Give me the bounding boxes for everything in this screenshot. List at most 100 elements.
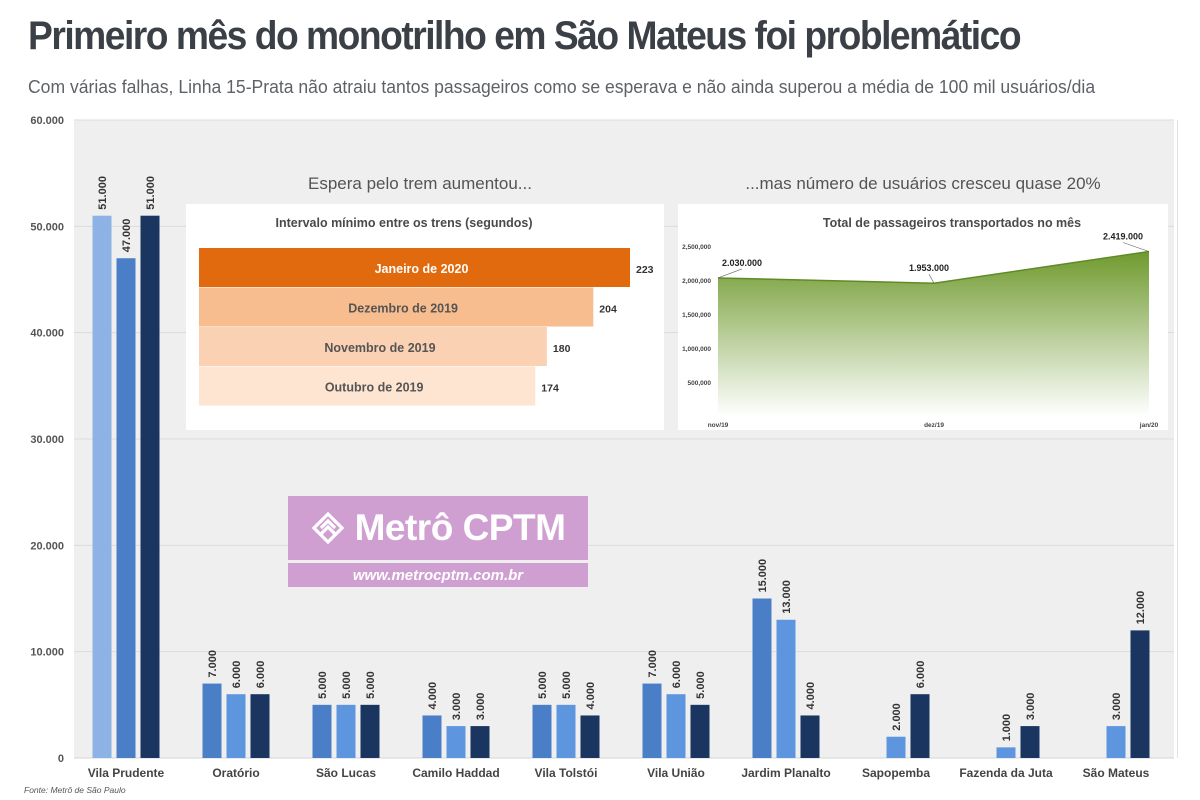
bar-value-label: 5.000	[317, 671, 329, 699]
bar	[690, 704, 710, 758]
passengers-inset: Total de passageiros transportados no mê…	[678, 204, 1168, 430]
bar	[202, 683, 222, 758]
interval-bar-label: Novembro de 2019	[324, 341, 435, 355]
passengers-area-chart: Total de passageiros transportados no mê…	[682, 216, 1159, 429]
bar	[1130, 630, 1150, 758]
passengers-point-label: 1.953.000	[909, 263, 949, 273]
bar	[752, 598, 772, 758]
x-category-label: Oratório	[212, 766, 259, 780]
bar	[800, 715, 820, 758]
passengers-y-tick: 2,000,000	[682, 278, 711, 285]
passengers-point-label: 2.419.000	[1103, 232, 1143, 242]
passengers-x-tick: nov/19	[708, 422, 729, 429]
bar-value-label: 13.000	[781, 580, 793, 614]
bar	[140, 215, 160, 758]
bar	[116, 258, 136, 758]
interval-bar-label: Dezembro de 2019	[348, 302, 458, 316]
passengers-area	[718, 251, 1149, 416]
passengers-leader-line	[717, 268, 743, 279]
interval-bar-value: 180	[553, 343, 571, 355]
x-category-label: Camilo Haddad	[412, 766, 499, 780]
y-tick-label: 60.000	[30, 115, 64, 127]
passengers-point-label: 2.030.000	[722, 258, 762, 268]
bar	[996, 747, 1016, 758]
bar-value-label: 51.000	[145, 176, 157, 210]
passengers-inset-heading: ...mas número de usuários cresceu quase …	[745, 174, 1101, 193]
bar-value-label: 4.000	[585, 682, 597, 710]
bar-value-label: 4.000	[427, 682, 439, 710]
bar	[1020, 726, 1040, 758]
bar-value-label: 7.000	[647, 650, 659, 678]
interval-bar	[199, 366, 536, 406]
bar	[580, 715, 600, 758]
bar-value-label: 4.000	[805, 682, 817, 710]
interval-bar-chart: Intervalo mínimo entre os trens (segundo…	[199, 216, 654, 406]
bar	[250, 694, 270, 758]
bar	[556, 704, 576, 758]
bar-value-label: 6.000	[231, 661, 243, 689]
bar-value-label: 5.000	[561, 671, 573, 699]
bar-value-label: 7.000	[207, 650, 219, 678]
bar-value-label: 3.000	[451, 693, 463, 721]
bar-value-label: 47.000	[121, 219, 133, 253]
interval-inset: Intervalo mínimo entre os trens (segundo…	[186, 204, 664, 430]
bar	[336, 704, 356, 758]
bar-value-label: 3.000	[475, 693, 487, 721]
bar	[226, 694, 246, 758]
passengers-line	[717, 250, 1150, 284]
bar-value-label: 5.000	[341, 671, 353, 699]
bar	[532, 704, 552, 758]
y-tick-label: 0	[58, 753, 64, 765]
bar-value-label: 1.000	[1001, 714, 1013, 742]
interval-bar-label: Outubro de 2019	[325, 381, 424, 395]
x-category-label: Vila Prudente	[88, 766, 165, 780]
interval-bar	[199, 248, 630, 287]
watermark-logo: Metrô CPTM	[288, 496, 588, 560]
x-category-label: Vila Tolstói	[535, 766, 598, 780]
bar	[776, 619, 796, 758]
x-category-label: Vila União	[647, 766, 705, 780]
page-title: Primeiro mês do monotrilho em São Mateus…	[28, 14, 1022, 58]
y-tick-label: 50.000	[30, 221, 64, 233]
bar	[666, 694, 686, 758]
y-tick-label: 30.000	[30, 434, 64, 446]
x-category-label: Sapopemba	[862, 766, 930, 780]
bar	[1106, 726, 1126, 758]
interval-bar-value: 204	[599, 304, 617, 316]
passengers-x-tick: jan/20	[1139, 422, 1159, 429]
interval-inset-heading: Espera pelo trem aumentou...	[308, 174, 532, 193]
bar	[642, 683, 662, 758]
passengers-leader-line	[1122, 242, 1150, 252]
bar-value-label: 5.000	[365, 671, 377, 699]
bar-value-label: 6.000	[255, 661, 267, 689]
bar	[910, 694, 930, 758]
bar	[886, 736, 906, 758]
bar	[446, 726, 466, 758]
bar-value-label: 15.000	[757, 559, 769, 593]
bar-value-label: 5.000	[695, 671, 707, 699]
watermark-brand: Metrô CPTM	[354, 507, 566, 548]
bar	[312, 704, 332, 758]
bar	[422, 715, 442, 758]
bar	[470, 726, 490, 758]
passengers-x-tick: dez/19	[924, 422, 944, 429]
bar-value-label: 3.000	[1025, 693, 1037, 721]
passengers-y-tick: 1,500,000	[682, 312, 711, 319]
interval-bar	[199, 287, 594, 327]
watermark-url: www.metrocptm.com.br	[288, 563, 588, 587]
interval-bar-value: 174	[541, 383, 559, 395]
x-category-label: Fazenda da Juta	[959, 766, 1053, 780]
y-tick-label: 40.000	[30, 328, 64, 340]
y-tick-label: 20.000	[30, 540, 64, 552]
bar-value-label: 12.000	[1135, 591, 1147, 625]
passengers-y-tick: 1,000,000	[682, 346, 711, 353]
bar	[360, 704, 380, 758]
interval-bar-value: 223	[636, 264, 654, 276]
page-subtitle: Com várias falhas, Linha 15-Prata não at…	[28, 76, 1096, 97]
bar-value-label: 6.000	[915, 661, 927, 689]
bar-value-label: 3.000	[1111, 693, 1123, 721]
x-category-label: São Lucas	[316, 766, 376, 780]
bar-value-label: 51.000	[97, 176, 109, 210]
bar-value-label: 6.000	[671, 661, 683, 689]
